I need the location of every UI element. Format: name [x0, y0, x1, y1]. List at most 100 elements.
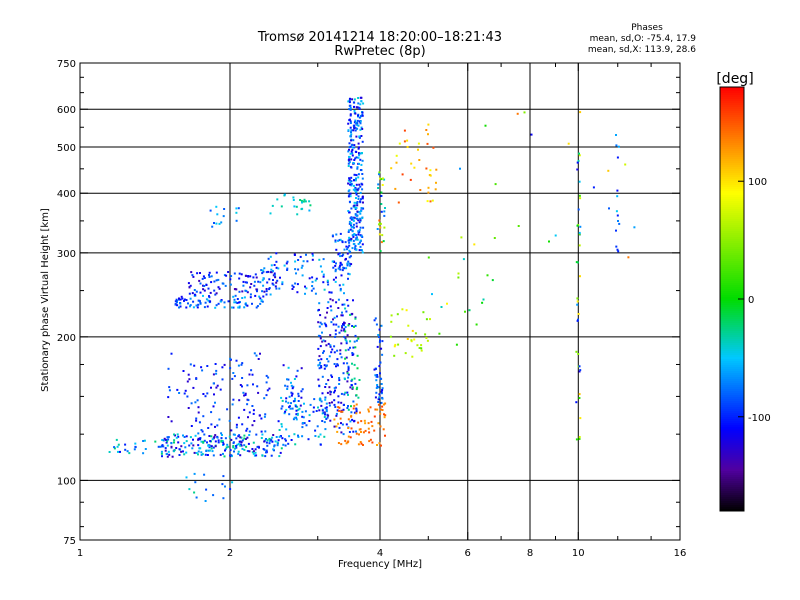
- data-point: [353, 121, 356, 124]
- data-point: [281, 283, 284, 286]
- colorbar-band: [720, 143, 744, 146]
- data-point: [116, 445, 119, 448]
- data-point: [576, 300, 579, 303]
- colorbar-band: [720, 195, 744, 198]
- data-point: [422, 311, 425, 314]
- data-point: [427, 256, 430, 259]
- data-point: [275, 252, 278, 255]
- data-point: [294, 397, 296, 400]
- data-point: [357, 219, 360, 222]
- data-point: [357, 187, 360, 190]
- data-point: [381, 397, 384, 400]
- data-point: [287, 366, 290, 369]
- data-point: [352, 407, 355, 410]
- data-point: [360, 249, 363, 252]
- colorbar-band: [720, 353, 744, 356]
- data-point: [265, 374, 268, 377]
- data-point: [321, 340, 324, 343]
- data-point: [186, 395, 189, 398]
- data-point: [190, 425, 193, 427]
- data-point: [311, 252, 314, 255]
- data-point: [209, 209, 212, 212]
- data-point: [343, 248, 346, 251]
- data-point: [268, 278, 271, 281]
- data-point: [184, 446, 187, 449]
- data-point: [199, 300, 201, 303]
- data-point: [280, 396, 283, 399]
- data-point: [187, 302, 189, 305]
- data-point: [230, 454, 233, 457]
- data-point: [335, 414, 338, 417]
- colorbar-band: [720, 241, 744, 244]
- data-point: [378, 336, 380, 339]
- data-point: [272, 448, 275, 451]
- data-point: [627, 256, 630, 259]
- data-point: [252, 450, 255, 453]
- data-point: [218, 287, 221, 290]
- data-point: [232, 306, 235, 309]
- colorbar-band: [720, 301, 744, 304]
- data-point: [348, 264, 351, 267]
- data-point: [577, 313, 580, 315]
- data-point: [256, 445, 259, 448]
- data-point: [425, 129, 428, 131]
- colorbar-band: [720, 341, 744, 344]
- data-point: [348, 108, 351, 111]
- data-point: [348, 244, 351, 247]
- data-point: [223, 306, 226, 309]
- colorbar-band: [720, 419, 744, 422]
- data-point: [373, 319, 376, 322]
- data-point: [350, 415, 353, 418]
- data-point: [124, 443, 127, 446]
- data-point: [270, 271, 273, 274]
- data-point: [302, 416, 305, 419]
- data-point: [233, 375, 236, 378]
- data-point: [294, 260, 297, 263]
- data-point: [249, 275, 252, 278]
- colorbar-band: [720, 489, 744, 492]
- data-point: [202, 288, 205, 291]
- data-point: [351, 378, 354, 381]
- data-point: [377, 183, 380, 186]
- colorbar-band: [720, 263, 744, 266]
- data-point: [427, 191, 430, 194]
- data-point: [384, 402, 387, 405]
- data-point: [368, 431, 371, 434]
- data-point: [275, 266, 278, 269]
- data-point: [576, 297, 579, 300]
- data-point: [277, 420, 280, 423]
- data-point: [462, 258, 465, 261]
- data-point: [333, 363, 336, 365]
- data-point: [222, 441, 225, 444]
- data-point: [272, 279, 274, 281]
- data-point: [381, 389, 384, 391]
- data-point: [211, 225, 214, 228]
- data-point: [320, 366, 323, 369]
- data-point: [173, 439, 176, 442]
- data-point: [305, 424, 308, 427]
- data-point: [225, 446, 228, 449]
- data-point: [267, 270, 269, 273]
- data-point: [346, 248, 348, 251]
- data-point: [349, 181, 352, 184]
- data-point: [354, 334, 357, 337]
- data-point: [242, 391, 245, 394]
- data-point: [251, 424, 254, 427]
- data-point: [352, 235, 355, 238]
- colorbar-band: [720, 379, 744, 382]
- data-point: [179, 302, 182, 305]
- data-point: [208, 445, 211, 448]
- data-point: [308, 277, 311, 280]
- data-point: [379, 377, 382, 380]
- colorbar-band: [720, 405, 744, 408]
- data-point: [355, 191, 358, 194]
- data-point: [173, 433, 175, 436]
- data-point: [204, 301, 207, 304]
- data-point: [334, 333, 337, 336]
- colorbar-band: [720, 473, 744, 476]
- data-point: [280, 447, 283, 450]
- data-point: [361, 152, 363, 154]
- data-point: [236, 302, 239, 304]
- data-point: [226, 443, 229, 446]
